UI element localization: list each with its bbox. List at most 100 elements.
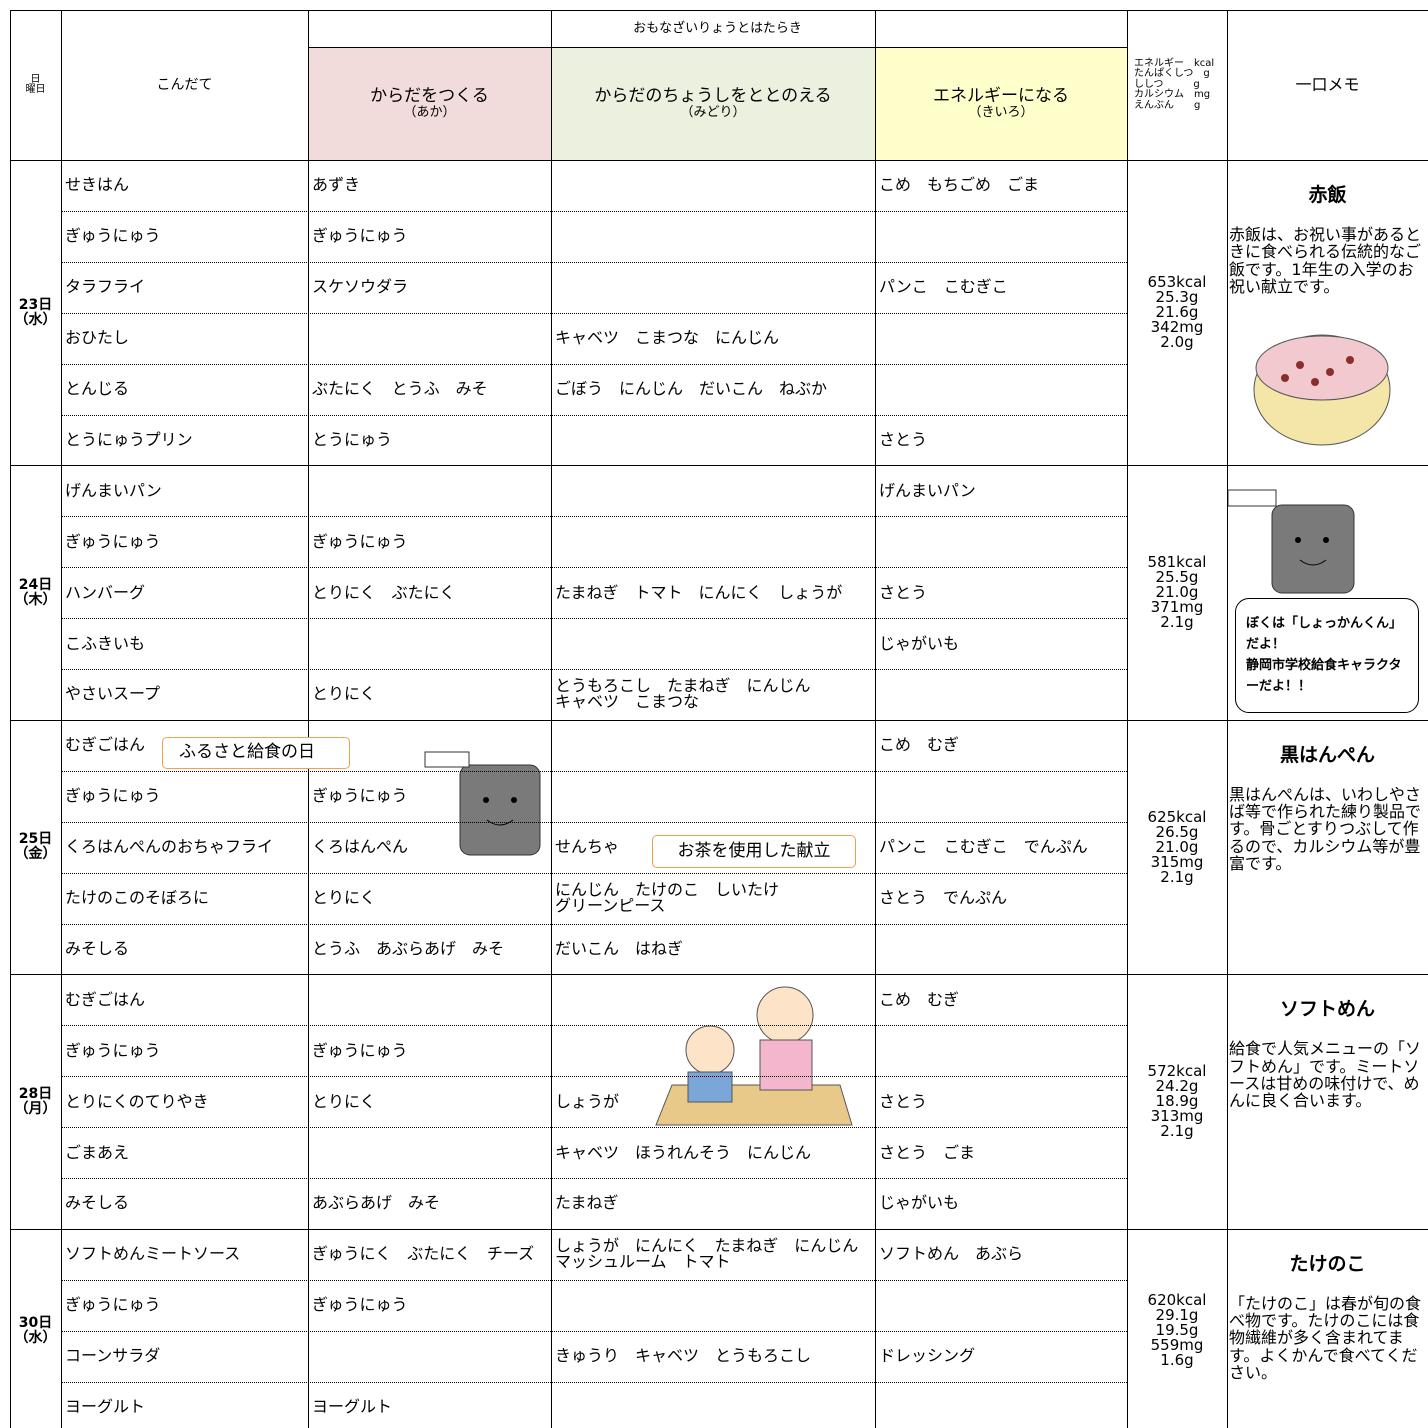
memo-text: 黒はんぺんは、いわしやさば等で作られた練り製品です。骨ごとすりつぶして作るので、… — [1229, 784, 1422, 873]
green-food: キャベツ ほうれんそう にんじん — [555, 1142, 812, 1162]
rule — [875, 10, 876, 1428]
red-food: ヨーグルト — [312, 1397, 393, 1417]
rule — [61, 10, 62, 1428]
dish: こふきいも — [65, 633, 146, 653]
nutrition-value: 25.5g — [1155, 568, 1199, 587]
red-food: ぎゅうにゅう — [312, 531, 408, 551]
nutrition-value: 2.1g — [1160, 613, 1194, 632]
function-header: おもなざいりょうとはたらき — [633, 20, 802, 36]
nutrition: 581kcal 25.5g 21.0g 371mg 2.1g — [1127, 465, 1227, 720]
green-food: とうもろこし たまねぎ にんじん キャベツ こまつな — [555, 676, 811, 712]
day-cell: 28日 （月） — [10, 974, 61, 1229]
red-food: とりにく — [312, 1091, 376, 1111]
rule — [61, 363, 1127, 365]
nutrition-value: 342mg — [1150, 318, 1204, 337]
dish: せきはん — [65, 175, 130, 195]
rule — [61, 1178, 1127, 1179]
rule — [551, 10, 552, 1428]
nutrition-header-line: エネルギー kcal — [1134, 57, 1215, 69]
red-food: ぎゅうにゅう — [312, 226, 408, 246]
nutrition-value: 18.9g — [1155, 1092, 1199, 1111]
group-subtitle: （あか） — [403, 104, 456, 120]
date-header-line: 日 — [30, 73, 41, 85]
date-header-line: 曜日 — [25, 84, 46, 95]
rule — [10, 1228, 1428, 1230]
green-food: キャベツ こまつな にんじん — [555, 328, 780, 348]
group-title: からだをつくる — [370, 85, 489, 106]
green-food: にんじん たけのこ しいたけ グリーンピース — [555, 880, 780, 916]
memo-text: 給食で人気メニューの「ソフトめん」です。ミートソースは甘めの味付けで、めんに良く… — [1229, 1039, 1422, 1111]
green-food: ごぼう にんじん だいこん ねぶか — [555, 379, 828, 399]
rule — [61, 669, 1127, 670]
yellow-food: こめ むぎ — [879, 989, 960, 1009]
rule — [10, 465, 1428, 467]
day-weekday: （水） — [14, 311, 57, 328]
nutrition: 625kcal 26.5g 21.0g 315mg 2.1g — [1127, 720, 1227, 975]
dish: むぎごはん — [65, 989, 146, 1009]
nutrition-value: 25.3g — [1155, 288, 1199, 307]
nutrition-header-line: ししつ g — [1134, 78, 1200, 90]
date-header: 日曜日 — [10, 10, 61, 160]
nutrition-header-line: えんぶん g — [1134, 99, 1201, 111]
memo-title: 黒はんぺん — [1279, 743, 1375, 766]
parent-child — [655, 986, 853, 1126]
dish: とりにくのてりやき — [65, 1091, 209, 1111]
nutrition: 653kcal 25.3g 21.6g 342mg 2.0g — [1127, 160, 1227, 465]
red-food: ぎゅうにく ぶたにく チーズ — [312, 1244, 535, 1264]
rule — [10, 719, 1428, 721]
green-food: たまねぎ トマト にんにく しょうが — [555, 582, 843, 602]
rule — [10, 974, 1428, 976]
red-food: とりにく — [312, 888, 376, 908]
red-food: とうにゅう — [312, 429, 393, 449]
nutrition-value: 625kcal — [1147, 807, 1207, 826]
menu-header: こんだて — [156, 76, 213, 93]
dish: タラフライ — [65, 277, 146, 297]
red-food: あずき — [312, 175, 361, 195]
rule — [61, 770, 1127, 772]
green-food: だいこん はねぎ — [555, 938, 684, 958]
nutrition-value: 24.2g — [1155, 1077, 1199, 1096]
nutrition-header-line: カルシウム mg — [1134, 89, 1211, 101]
dish: ぎゅうにゅう — [65, 1295, 161, 1315]
rule — [308, 47, 1127, 48]
group-header: エネルギーになる （きいろ） — [875, 47, 1127, 160]
yellow-food: さとう — [879, 582, 928, 602]
red-food: あぶらあげ みそ — [312, 1193, 441, 1213]
red-food: とりにく ぶたにく — [312, 582, 456, 602]
nutrition-value: 315mg — [1150, 852, 1204, 871]
yellow-food: ソフトめん あぶら — [879, 1244, 1024, 1264]
group-subtitle: （みどり） — [680, 104, 746, 120]
red-food: とりにく — [312, 684, 376, 704]
day-cell: 24日 （木） — [10, 465, 61, 720]
memo-title: 赤飯 — [1308, 184, 1347, 207]
day-weekday: （木） — [14, 591, 57, 608]
sekihan-bowl — [1253, 334, 1391, 446]
yellow-food: こめ むぎ — [879, 735, 960, 755]
rule — [1227, 10, 1228, 1428]
group-header: からだをつくる （あか） — [308, 47, 551, 160]
rule — [61, 567, 1127, 569]
yellow-food: さとう でんぷん — [879, 888, 1008, 908]
nutrition-header: エネルギー kcal たんぱくしつ g ししつ g カルシウム mg えんぶん g — [1127, 10, 1227, 160]
rule — [61, 516, 1127, 518]
day-date: 24日 — [18, 576, 53, 593]
rule — [61, 414, 1127, 416]
dish: とうにゅうプリン — [65, 429, 193, 449]
rule — [61, 1076, 1127, 1078]
yellow-food: ドレッシング — [879, 1346, 976, 1366]
day-weekday: （月） — [14, 1100, 57, 1117]
dish: みそしる — [65, 1193, 130, 1213]
rule — [61, 312, 1127, 314]
nutrition-value: 21.6g — [1155, 303, 1199, 322]
rule — [61, 923, 1127, 925]
day-weekday: （水） — [14, 1329, 57, 1346]
rule — [61, 1330, 1127, 1332]
yellow-food: パンこ こむぎこ でんぷん — [879, 837, 1088, 857]
rule — [1127, 10, 1128, 1428]
nutrition-value: 21.0g — [1155, 837, 1199, 856]
rule — [61, 1025, 1127, 1027]
rule — [10, 10, 1428, 11]
nutrition-value: 620kcal — [1147, 1291, 1207, 1310]
memo-header: 一口メモ — [1295, 74, 1360, 94]
